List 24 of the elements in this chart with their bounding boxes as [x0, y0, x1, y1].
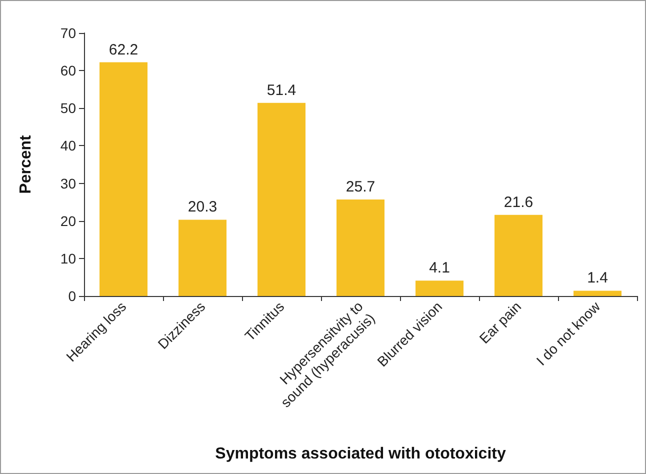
data-label: 21.6 — [504, 194, 534, 211]
data-label: 25.7 — [346, 178, 376, 196]
bar — [336, 199, 384, 296]
y-tick-label: 20 — [60, 212, 76, 229]
y-axis-title: Percent — [18, 134, 34, 194]
bar — [494, 214, 542, 296]
y-tick-label: 30 — [60, 175, 76, 192]
bar — [100, 62, 148, 296]
y-tick-label: 10 — [60, 250, 76, 266]
data-label: 51.4 — [266, 82, 296, 99]
bar — [416, 280, 464, 296]
bar — [574, 290, 622, 296]
data-label: 4.1 — [429, 260, 450, 277]
y-tick-label: 50 — [60, 100, 76, 116]
y-tick-label: 40 — [60, 138, 76, 154]
data-label: 62.2 — [108, 41, 138, 58]
bar — [258, 102, 306, 296]
data-label: 20.3 — [188, 198, 218, 216]
data-label: 1.4 — [587, 270, 608, 287]
x-axis-title: Symptoms associated with ototoxicity — [215, 446, 506, 462]
y-tick-label: 0 — [68, 288, 76, 304]
y-tick-label: 60 — [60, 62, 76, 79]
bar — [178, 220, 226, 296]
y-tick-label: 70 — [60, 25, 76, 41]
